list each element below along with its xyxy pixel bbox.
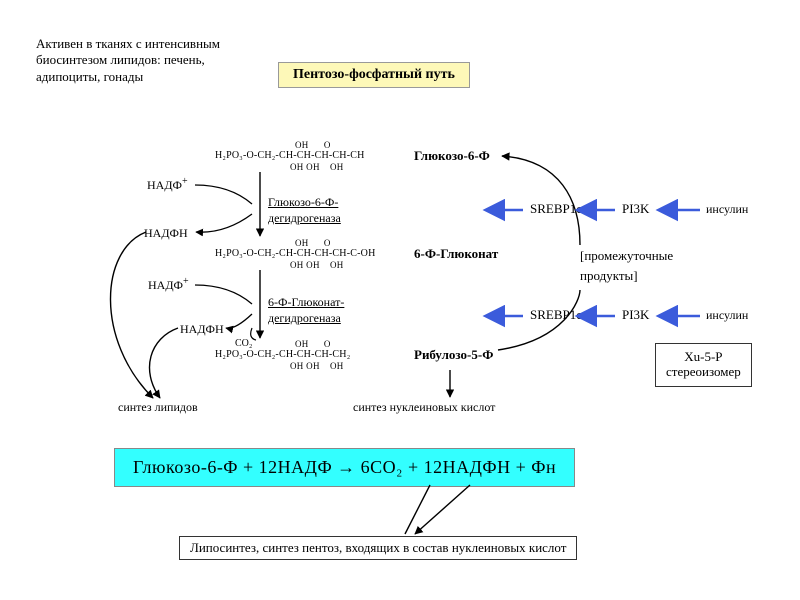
enzyme-g6p-dh-a: Глюкозо-6-Ф-: [268, 196, 338, 209]
srebp1: SREBP1c: [530, 201, 582, 217]
intermediates-a: [промежуточные: [580, 248, 673, 264]
insulin2: инсулин: [706, 308, 748, 323]
gluc-struct-bot: OH OH OH: [290, 260, 344, 270]
co2-label: CO₂: [235, 338, 252, 349]
xu5p-box: Xu-5-P стереоизомер: [655, 343, 752, 387]
g6p-struct-top: OH O: [295, 140, 331, 150]
pi3k1: PI3K: [622, 201, 649, 217]
g6p-struct-bot: OH OH OH: [290, 162, 344, 172]
diagram-arrows: [0, 0, 800, 600]
product-nucleic: синтез нуклеиновых кислот: [353, 400, 495, 415]
equation-box: Глюкозо-6-Ф + 12НАДФ → 6CO₂ + 12НАДФН + …: [114, 448, 575, 487]
srebp2: SREBP1c: [530, 307, 582, 323]
tissue-note: Активен в тканях с интенсивным биосинтез…: [36, 36, 246, 85]
rib-struct-top: OH O: [295, 339, 331, 349]
metabolite-ribulose: Рибулозо-5-Ф: [414, 347, 493, 363]
pathway-title: Пентозо-фосфатный путь: [278, 62, 470, 88]
nadp1: НАДФ+: [147, 176, 188, 193]
outcome-box: Липосинтез, синтез пентоз, входящих в со…: [179, 536, 577, 560]
nadph2: НАДФН: [180, 322, 224, 337]
metabolite-g6p: Глюкозо-6-Ф: [414, 148, 490, 164]
nadp2-text: НАДФ: [148, 278, 183, 292]
gluc-struct-line: H₂PO₃-O-CH₂-CH-CH-CH-CH-C-OH: [215, 248, 376, 259]
g6p-struct-line: H₂PO₃-O-CH₂-CH-CH-CH-CH-CH: [215, 150, 365, 161]
nadp2-plus: +: [183, 276, 189, 287]
enzyme-gluc-dh-b: дегидрогеназа: [268, 312, 341, 325]
gluc-struct-top: OH O: [295, 238, 331, 248]
nadp1-plus: +: [182, 176, 188, 187]
intermediates-b: продукты]: [580, 268, 638, 284]
product-lipids: синтез липидов: [118, 400, 198, 415]
pi3k2: PI3K: [622, 307, 649, 323]
xu5p-l2: стереоизомер: [666, 365, 741, 380]
metabolite-gluconate: 6-Ф-Глюконат: [414, 246, 498, 262]
enzyme-g6p-dh-b: дегидрогеназа: [268, 212, 341, 225]
nadp1-text: НАДФ: [147, 178, 182, 192]
nadp2: НАДФ+: [148, 276, 189, 293]
nadph1: НАДФН: [144, 226, 188, 241]
rib-struct-line: H₂PO₃-O-CH₂-CH-CH-CH-CH₂: [215, 349, 350, 360]
rib-struct-bot: OH OH OH: [290, 361, 344, 371]
enzyme-gluc-dh-a: 6-Ф-Глюконат-: [268, 296, 344, 309]
xu5p-l1: Xu-5-P: [666, 350, 741, 365]
insulin1: инсулин: [706, 202, 748, 217]
